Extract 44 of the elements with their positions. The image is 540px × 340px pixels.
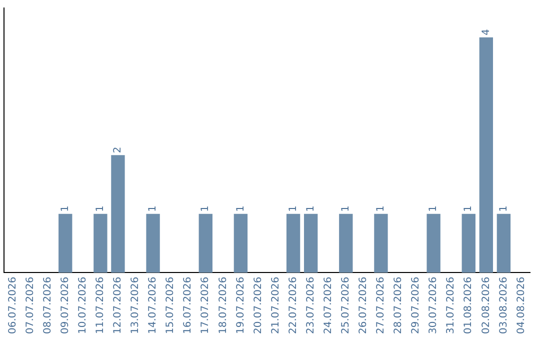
- x-tick-label: 18.07.2026: [218, 276, 229, 334]
- x-tick-label: 07.07.2026: [24, 276, 36, 334]
- data-label: 1: [305, 206, 316, 212]
- x-tick-label: 21.07.2026: [270, 276, 282, 334]
- data-label: 1: [428, 206, 440, 212]
- x-tick-label: 17.07.2026: [200, 276, 212, 334]
- x-tick-label: 03.08.2026: [498, 276, 510, 334]
- data-label: 1: [288, 206, 299, 212]
- x-tick-label: 29.07.2026: [410, 276, 422, 334]
- x-tick-label: 06.07.2026: [7, 276, 18, 334]
- x-tick-label: 24.07.2026: [322, 276, 334, 334]
- x-tick-label: 30.07.2026: [428, 276, 440, 334]
- x-tick-label: 11.07.2026: [95, 276, 106, 334]
- data-label: 1: [95, 206, 106, 212]
- x-tick-label: 19.07.2026: [235, 276, 246, 334]
- data-label: 2: [112, 146, 124, 154]
- x-tick-label: 10.07.2026: [77, 276, 88, 334]
- data-label: 1: [498, 206, 510, 212]
- x-tick-label: 15.07.2026: [165, 276, 176, 334]
- x-tick-label: 09.07.2026: [60, 276, 71, 334]
- x-tick-label: 27.07.2026: [376, 276, 387, 334]
- x-tick-label: 28.07.2026: [393, 276, 404, 334]
- x-tick-label: 31.07.2026: [446, 276, 457, 334]
- x-tick-label: 01.08.2026: [463, 276, 474, 334]
- x-tick-label: 25.07.2026: [340, 276, 352, 334]
- x-tick-label: 08.07.2026: [42, 276, 54, 334]
- x-tick-label: 26.07.2026: [358, 276, 370, 334]
- data-label: 1: [235, 206, 246, 212]
- x-tick-label: 23.07.2026: [305, 276, 316, 334]
- x-tick-label: 12.07.2026: [112, 276, 124, 334]
- x-tick-label: 14.07.2026: [148, 276, 159, 334]
- x-tick-label: 13.07.2026: [130, 276, 142, 334]
- data-label: 4: [480, 29, 492, 36]
- x-tick-label: 16.07.2026: [182, 276, 194, 334]
- x-tick-label: 20.07.2026: [252, 276, 264, 334]
- x-tick-label: 02.08.2026: [480, 276, 492, 334]
- data-label: 1: [376, 206, 387, 212]
- data-label: 1: [340, 206, 352, 212]
- data-label: 1: [200, 206, 212, 212]
- data-label: 1: [148, 206, 159, 212]
- data-label: 1: [463, 206, 474, 212]
- x-tick-label: 22.07.2026: [288, 276, 299, 334]
- data-label: 1: [60, 206, 71, 212]
- x-tick-label: 04.08.2026: [516, 276, 527, 334]
